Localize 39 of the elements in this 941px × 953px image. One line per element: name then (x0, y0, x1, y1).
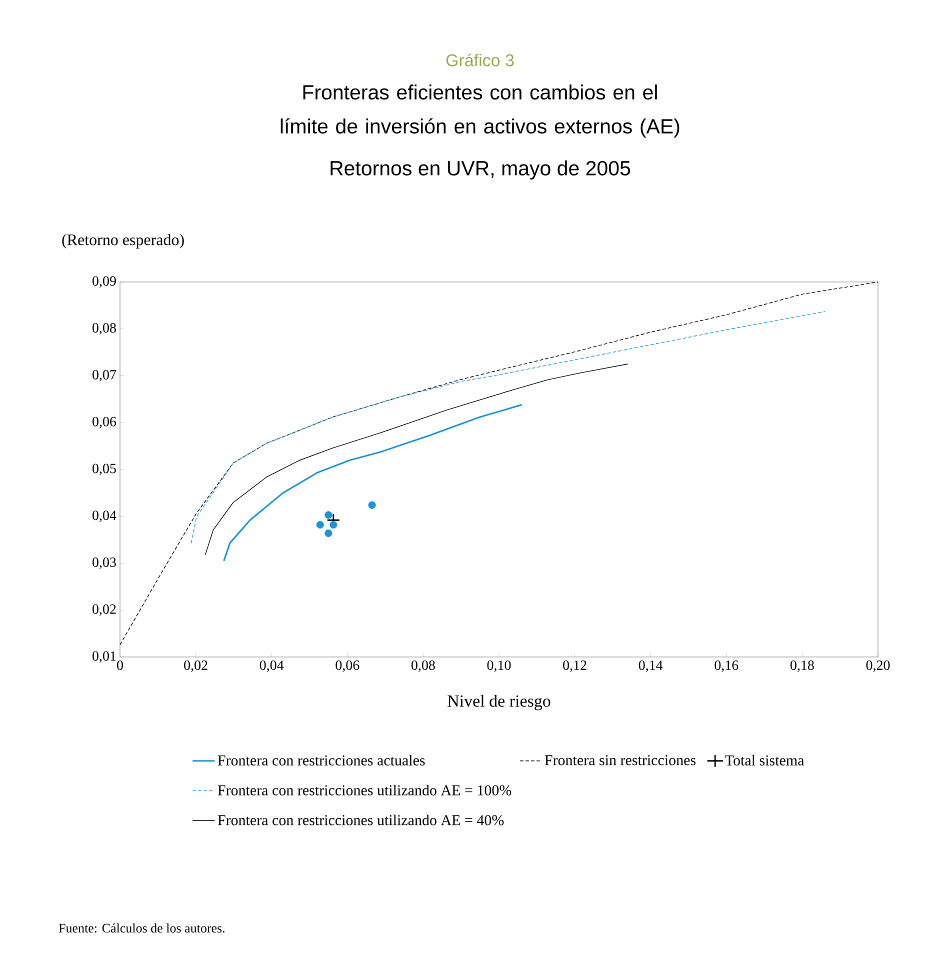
y-tick-label: 0,05 (92, 464, 116, 476)
x-tick-label: 0,10 (487, 660, 511, 672)
y-tick-label: 0,08 (92, 323, 116, 335)
x-tick-label: 0 (117, 660, 123, 670)
x-tick-label: 0,14 (638, 660, 663, 672)
x-tick-label: 0,18 (790, 660, 814, 672)
chart-title: Fronteras eficientes con cambios en el límite de inversión en activos externos (AE) (280, 84, 680, 138)
line-series (120, 282, 878, 646)
x-tick-label: 0,20 (866, 660, 890, 672)
y-tick-label: 0,02 (92, 604, 116, 616)
x-tick-label: 0,08 (411, 660, 435, 672)
point (368, 501, 376, 509)
legend-label: Frontera con restricciones utilizando AE = 100% (218, 784, 512, 796)
legend-label: Frontera con restricciones utilizando AE = 40% (218, 814, 504, 826)
y-tick-label: 0,07 (92, 370, 116, 382)
point (316, 521, 324, 529)
x-axis-title: Nivel de riesgo (448, 694, 550, 710)
point (324, 529, 332, 538)
line-series (204, 364, 628, 556)
legend-label: Frontera sin restricciones (544, 755, 696, 766)
y-tick-label: 0,01 (92, 651, 116, 663)
chart-subtitle: Retornos en UVR, mayo de 2005 (330, 160, 630, 180)
x-tick-label: 0,12 (563, 660, 586, 672)
x-tick-label: 0,16 (714, 660, 738, 672)
x-tick-label: 0,02 (184, 660, 208, 672)
point (324, 511, 332, 519)
point (330, 521, 338, 529)
y-tick-label: 0,03 (92, 558, 116, 569)
x-tick-label: 0,06 (336, 660, 360, 672)
source-note: Fuente: Cálculos de los autores. (58, 923, 224, 933)
y-tick-label: 0,04 (92, 510, 116, 522)
line-series (223, 404, 523, 562)
y-tick-label: 0,06 (92, 416, 116, 428)
y-tick-label: 0,09 (92, 276, 116, 288)
legend-label: Frontera con restricciones actuales (218, 754, 425, 766)
x-tick-label: 0,04 (260, 660, 284, 672)
text: Gráfico 3 (446, 54, 514, 66)
legend-label: Total sistema (725, 754, 804, 766)
y-axis-title: (Retorno esperado) (62, 234, 184, 248)
